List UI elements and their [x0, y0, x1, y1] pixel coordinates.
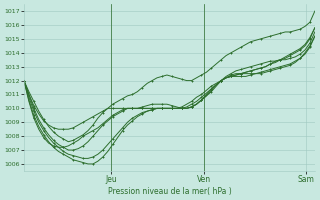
X-axis label: Pression niveau de la mer( hPa ): Pression niveau de la mer( hPa ) [108, 187, 231, 196]
